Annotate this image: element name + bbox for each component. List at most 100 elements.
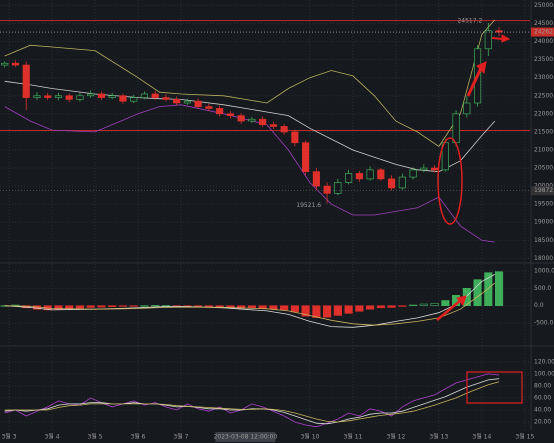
candle-body — [97, 93, 106, 98]
oscillator-line — [4, 378, 500, 425]
histogram-bar — [473, 279, 482, 307]
indicator-line — [4, 282, 496, 326]
histogram-bar — [86, 305, 95, 308]
y-tick-label: 40.00 — [534, 406, 551, 413]
x-tick-label: 3월 14 — [472, 433, 491, 441]
high-label: 24517.2 — [457, 17, 482, 24]
annotations — [436, 34, 523, 404]
y-tick-label: 500.0 — [534, 285, 551, 292]
candle-body — [377, 169, 385, 180]
x-tick-label: 3월 3 — [1, 433, 16, 441]
x-tick-label: 3월 6 — [130, 433, 145, 441]
candle-body — [484, 30, 492, 50]
arrow — [466, 67, 483, 97]
histogram-bar — [409, 304, 418, 307]
low-label: 19521.6 — [296, 202, 321, 209]
candle-body — [183, 100, 191, 104]
y-tick-label: 21500.0 — [534, 128, 554, 135]
candle-body — [302, 142, 310, 173]
histogram-bar — [290, 305, 299, 313]
candle-body — [226, 113, 234, 116]
candle-body — [366, 169, 374, 180]
histogram-bar — [301, 305, 310, 317]
y-tick-label: 20.00 — [534, 418, 551, 425]
price-tag-label: 19872.3 — [534, 187, 554, 194]
x-tick-label: 3월 15 — [515, 433, 534, 441]
candle-body — [130, 97, 138, 102]
candle-body — [108, 95, 116, 98]
x-tick-label: 3월 4 — [44, 433, 59, 441]
y-tick-label: 18500.0 — [534, 237, 554, 244]
candle-body — [463, 102, 471, 115]
candle-body — [65, 95, 73, 100]
y-tick-label: 21000.0 — [534, 146, 554, 153]
oscillator-line — [4, 373, 500, 428]
histogram-bar — [441, 300, 450, 307]
histogram-bar — [484, 272, 493, 307]
candle-body — [194, 100, 202, 107]
y-tick-label: 120.00 — [534, 358, 554, 365]
candle-body — [420, 167, 428, 171]
histogram-bar — [344, 305, 353, 314]
y-tick-label: 22500.0 — [534, 92, 554, 99]
oscillator-line — [4, 381, 500, 423]
histogram-bar — [118, 305, 127, 307]
candle-body — [312, 171, 320, 187]
candle-body — [1, 62, 9, 66]
candle-body — [237, 115, 245, 122]
y-tick-label: 25000.0 — [534, 2, 554, 9]
y-tick-label: 18000.0 — [534, 255, 554, 262]
candle-body — [280, 126, 288, 133]
crosshair-tag — [215, 432, 276, 442]
candle-body — [431, 167, 439, 171]
y-tick-label: 24500.0 — [534, 20, 554, 27]
arrow — [491, 37, 504, 40]
candle-body — [216, 108, 224, 115]
y-tick-label: 22000.0 — [534, 110, 554, 117]
price-tag — [531, 186, 554, 196]
arrow-head — [501, 34, 511, 43]
histogram-bar — [323, 305, 332, 318]
histogram-bar — [280, 305, 289, 311]
y-tick-label: 20500.0 — [534, 165, 554, 172]
x-tick-label: 3월 7 — [173, 433, 188, 441]
x-tick-label: 3월 12 — [386, 433, 405, 441]
y-tick-label: 20000.0 — [534, 183, 554, 190]
x-tick-label: 3월 5 — [87, 433, 102, 441]
histogram-bar — [269, 305, 278, 310]
candle-body — [398, 176, 406, 189]
highlight-box — [466, 371, 523, 404]
candle-body — [441, 142, 449, 171]
candle-body — [355, 173, 363, 180]
candle-body — [44, 95, 52, 98]
arrow — [436, 299, 462, 321]
candle-body — [205, 106, 213, 109]
price-tag-label: 24262.8 — [534, 29, 554, 36]
arrow-head — [476, 61, 487, 75]
candle-body — [248, 118, 256, 122]
y-tick-label: 60.00 — [534, 394, 551, 401]
histogram-bar — [494, 271, 504, 307]
candle-body — [323, 185, 331, 194]
y-tick-label: 23500.0 — [534, 56, 554, 63]
y-tick-label: 0.0 — [534, 302, 544, 309]
candle-body — [345, 173, 353, 183]
candle-body — [452, 113, 460, 144]
candle-body — [162, 97, 170, 100]
candle-body — [388, 178, 396, 189]
arrow-head — [456, 295, 467, 306]
y-tick-label: -500.0 — [534, 320, 554, 327]
candle-body — [33, 95, 41, 98]
candle-body — [291, 131, 299, 144]
candle-body — [140, 93, 149, 98]
candle-body — [87, 93, 95, 97]
crosshair-label: 2023-03-08 12:00:00 — [214, 434, 278, 441]
candle-body — [22, 64, 30, 98]
y-tick-label: 80.00 — [534, 382, 551, 389]
highlight-ellipse — [437, 137, 463, 225]
histogram-bar — [97, 305, 106, 308]
histogram-bar — [419, 303, 428, 307]
